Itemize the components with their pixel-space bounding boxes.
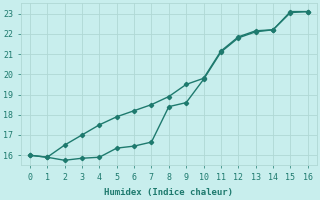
X-axis label: Humidex (Indice chaleur): Humidex (Indice chaleur) [104,188,233,197]
